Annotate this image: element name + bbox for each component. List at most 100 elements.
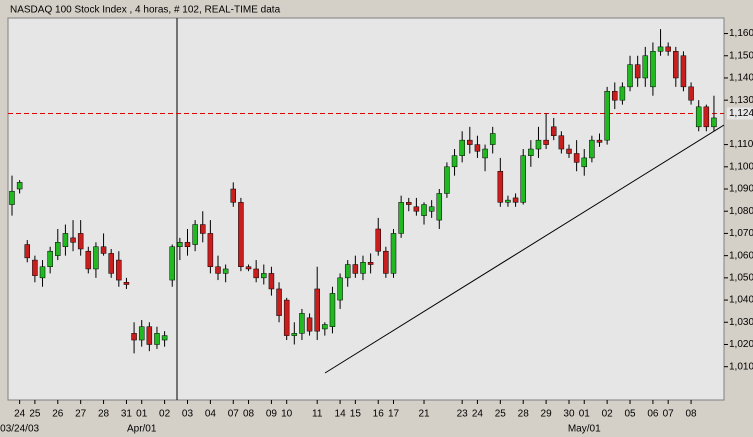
candle-body [131,333,137,341]
candle-body [200,224,206,234]
candle-body [238,202,244,267]
x-tick-label: 02 [602,409,614,420]
candle-body [245,266,252,270]
candle-body [32,259,38,276]
candle-body [467,139,473,145]
candle-body [390,233,397,274]
x-tick-label: 10 [281,409,293,420]
x-tick-label: 08 [686,409,698,420]
plot-area [7,17,725,401]
candle-body [55,242,61,256]
y-tick-label: 1,040 [729,295,753,306]
candle-body [528,148,534,156]
candle-body [93,246,99,270]
candle-body [398,202,404,234]
candle-body [337,277,343,301]
y-tick-label: 1,070 [729,228,753,239]
x-tick-label: 17 [388,409,400,420]
candle-body [283,299,290,336]
candle-body [642,55,649,79]
candle-body [688,86,694,101]
candle-body [77,233,84,250]
candle-body [489,133,496,145]
x-tick-label: 02 [159,409,171,420]
candle-body [108,253,114,274]
candle-body [634,64,641,79]
candle-body [192,224,198,245]
x-tick-label: 25 [495,409,507,420]
candle-body [482,148,488,159]
x-tick-label: 21 [418,409,430,420]
candle-body [16,182,23,190]
candle-body [650,51,656,88]
candle-body [573,153,580,163]
x-tick-label: 30 [563,409,575,420]
x-tick-label: 16 [373,409,385,420]
candle-body [177,242,183,248]
candle-body [314,288,320,332]
candle-body [291,333,298,336]
x-tick-label: 03 [182,409,194,420]
candle-body [497,170,504,203]
candle-body [344,264,351,279]
candle-body [154,333,160,345]
x-tick-label: 26 [52,409,64,420]
candle-body [329,293,336,327]
candle-body [85,250,92,270]
x-tick-label: 27 [75,409,87,420]
candle-body [276,288,282,316]
candle-body [375,228,381,252]
candle-body [627,64,633,88]
candle-body [436,193,443,221]
trend-line [324,124,725,374]
candle-body [695,106,702,128]
x-tick-label: 05 [624,409,636,420]
candle-body [703,106,710,128]
y-tick-label: 1,130 [729,95,753,106]
candle-body [138,326,145,341]
candle-body [222,268,229,274]
candle-body [253,268,259,279]
candle-body [428,206,435,212]
candle-body [421,204,427,216]
x-date-label: 03/24/03 [0,424,39,435]
y-tick-label: 1,100 [729,161,753,172]
y-tick-label: 1,020 [729,339,753,350]
candle-body [581,157,587,168]
y-tick-label: 1,030 [729,317,753,328]
candle-body [505,199,511,203]
candle-body [406,202,412,205]
candle-body [184,242,191,248]
x-tick-label: 04 [205,409,217,420]
candle-body [612,91,618,101]
candle-body [711,117,717,128]
candle-body [9,190,15,205]
candle-body [215,266,221,274]
candle-body [589,139,595,159]
candle-body [62,233,69,248]
candle-body [619,86,626,101]
chart-title: NASDAQ 100 Stock Index , 4 horas, # 102,… [10,5,281,16]
y-tick-label: 1,110 [729,139,753,150]
y-tick-label: 1,050 [729,272,753,283]
candle-body [665,46,671,52]
y-tick-label: 1,150 [729,50,753,61]
x-tick-label: 24 [472,409,484,420]
y-tick-label: 1,010 [729,361,753,372]
x-tick-label: 01 [579,409,591,420]
candle-body [673,51,679,79]
reference-label-bg [727,107,753,120]
y-tick-label: 1,060 [729,250,753,261]
candle-body [383,250,389,274]
candle-body [24,244,31,259]
candle-body [444,166,450,194]
candle-body [566,148,572,154]
candle-body [550,126,557,136]
candle-body [451,155,458,168]
candle-body [367,262,374,265]
candle-body [322,324,328,330]
candle-body [413,206,420,212]
candle-body [299,313,305,334]
y-tick-label: 1,080 [729,206,753,217]
